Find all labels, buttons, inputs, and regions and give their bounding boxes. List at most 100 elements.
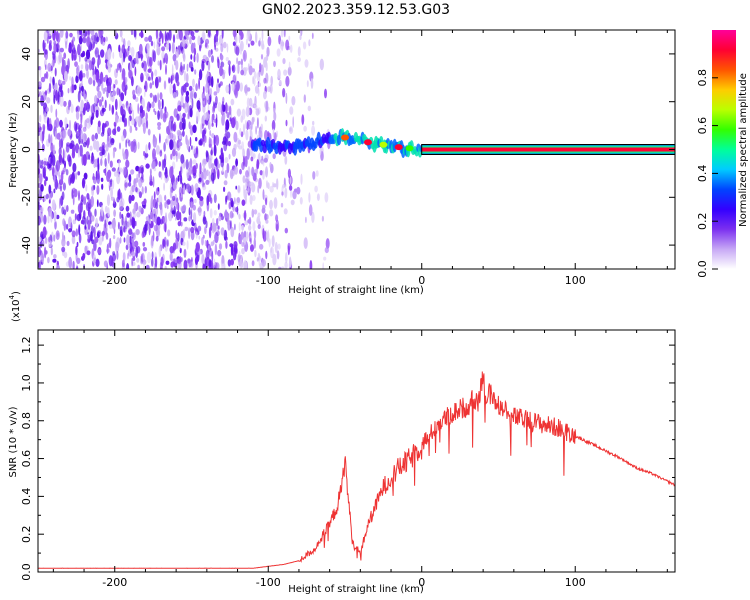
noise-speck: [68, 156, 72, 167]
noise-speck: [58, 147, 62, 156]
noise-speck: [135, 177, 139, 183]
noise-speck: [52, 165, 55, 177]
noise-speck: [198, 77, 201, 90]
noise-speck: [143, 198, 147, 205]
noise-speck: [38, 259, 42, 269]
noise-speck: [53, 30, 57, 36]
noise-speck: [104, 167, 107, 176]
noise-speck: [205, 150, 209, 158]
noise-speck: [130, 30, 133, 34]
noise-speck: [62, 148, 65, 161]
noise-speck: [216, 218, 219, 226]
noise-speck: [115, 114, 119, 124]
noise-speck: [80, 52, 85, 58]
noise-speck: [104, 158, 107, 167]
noise-speck: [67, 88, 70, 94]
noise-speck: [287, 168, 291, 179]
noise-speck: [182, 121, 185, 131]
noise-speck: [173, 205, 177, 217]
noise-speck: [65, 40, 68, 49]
noise-speck: [95, 109, 99, 119]
noise-speck: [243, 210, 247, 222]
noise-speck: [237, 185, 241, 194]
noise-speck: [53, 43, 57, 54]
noise-speck: [53, 188, 56, 194]
noise-speck: [129, 242, 133, 252]
noise-speck: [264, 115, 267, 122]
noise-speck: [110, 187, 113, 199]
noise-speck: [155, 201, 159, 209]
noise-speck: [132, 218, 136, 230]
noise-speck: [213, 144, 217, 157]
noise-speck: [138, 191, 142, 199]
noise-speck: [289, 256, 292, 268]
noise-speck: [86, 69, 89, 79]
noise-speck: [68, 47, 71, 53]
noise-speck: [204, 256, 207, 268]
noise-speck: [218, 243, 223, 250]
noise-speck: [105, 36, 108, 42]
noise-speck: [40, 164, 43, 169]
noise-speck: [73, 84, 77, 91]
noise-speck: [100, 205, 104, 217]
noise-speck: [107, 242, 111, 248]
noise-speck: [132, 240, 135, 248]
noise-speck: [97, 230, 101, 235]
noise-speck: [215, 134, 220, 146]
noise-speck: [60, 195, 64, 207]
noise-speck: [183, 259, 188, 269]
noise-speck: [97, 120, 101, 128]
noise-speck: [48, 43, 52, 52]
noise-speck: [289, 44, 293, 53]
noise-speck: [85, 59, 88, 72]
noise-speck: [75, 228, 79, 237]
noise-speck: [117, 221, 120, 230]
noise-speck: [246, 148, 250, 160]
noise-speck: [208, 173, 212, 183]
noise-speck: [227, 214, 230, 227]
noise-speck: [250, 244, 254, 252]
noise-speck: [240, 69, 245, 76]
noise-speck: [127, 252, 129, 260]
noise-speck: [69, 32, 73, 38]
colorbar-tick-label: 0.6: [696, 117, 709, 135]
noise-speck: [140, 167, 144, 175]
noise-speck: [58, 138, 62, 150]
x-tick-label: -100: [256, 274, 281, 287]
noise-speck: [266, 214, 269, 220]
noise-speck: [110, 179, 112, 188]
noise-speck: [276, 130, 278, 138]
noise-speck: [258, 255, 262, 261]
noise-speck: [130, 169, 135, 175]
noise-speck: [158, 37, 161, 43]
noise-speck: [42, 39, 45, 52]
noise-speck: [171, 195, 176, 201]
noise-speck: [71, 84, 75, 94]
noise-speck: [72, 54, 77, 61]
noise-speck: [44, 73, 47, 79]
noise-speck: [261, 155, 264, 161]
noise-speck: [135, 116, 140, 123]
noise-speck: [288, 185, 293, 191]
noise-speck: [93, 226, 96, 238]
noise-speck: [240, 40, 244, 52]
noise-speck: [63, 100, 67, 107]
noise-speck: [270, 75, 274, 86]
noise-speck: [189, 107, 193, 118]
noise-speck: [38, 215, 41, 226]
noise-speck: [191, 35, 196, 41]
noise-speck: [107, 81, 112, 94]
noise-speck: [183, 184, 186, 195]
noise-speck: [142, 247, 148, 252]
noise-speck: [289, 106, 294, 115]
noise-speck: [128, 55, 133, 61]
noise-speck: [228, 153, 231, 160]
noise-speck: [138, 87, 142, 94]
noise-speck: [49, 156, 54, 167]
noise-speck: [152, 208, 156, 214]
noise-speck: [94, 208, 97, 217]
noise-speck: [260, 54, 264, 60]
noise-speck: [76, 130, 80, 137]
noise-speck: [203, 112, 207, 121]
noise-speck: [171, 64, 174, 76]
